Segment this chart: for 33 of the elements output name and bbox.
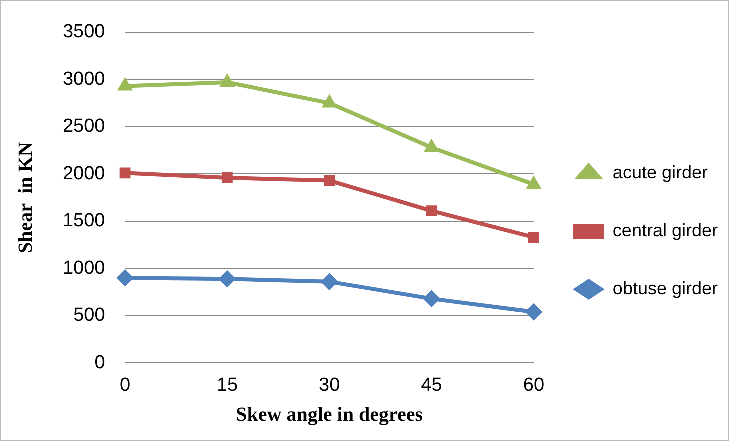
point: [526, 176, 542, 190]
y-tick-label: 2000: [62, 163, 106, 184]
x-tick-label: 0: [120, 374, 131, 396]
y-axis-title: Shear in KN: [15, 142, 38, 254]
legend-label: central girder: [612, 220, 718, 240]
point: [426, 206, 438, 216]
point: [220, 74, 235, 87]
point: [321, 273, 338, 290]
point: [324, 175, 336, 186]
y-tick-label: 2500: [62, 116, 106, 138]
point: [528, 232, 540, 243]
point: [322, 94, 338, 108]
y-tick-label: 3500: [62, 22, 106, 43]
y-tick-label: 1500: [62, 210, 106, 232]
legend-label: obtuse girder: [612, 278, 718, 298]
x-axis-title: Skew angle in degrees: [236, 404, 424, 426]
x-tick-label: 30: [319, 374, 340, 396]
point: [218, 270, 236, 288]
point: [118, 78, 133, 91]
point: [222, 172, 233, 184]
y-tick-label: 1000: [62, 258, 106, 279]
y-tick-label: 500: [74, 305, 106, 326]
point: [424, 139, 440, 152]
point: [116, 270, 134, 287]
point: [525, 304, 542, 321]
x-tick-label: 15: [216, 374, 238, 396]
x-tick-label: 60: [523, 374, 545, 396]
point: [120, 168, 131, 179]
y-tick-label: 3000: [62, 68, 106, 90]
x-tick-label: 45: [421, 374, 442, 396]
point: [423, 290, 440, 308]
y-tick-label: 0: [94, 352, 106, 374]
legend-label: acute girder: [612, 162, 708, 182]
